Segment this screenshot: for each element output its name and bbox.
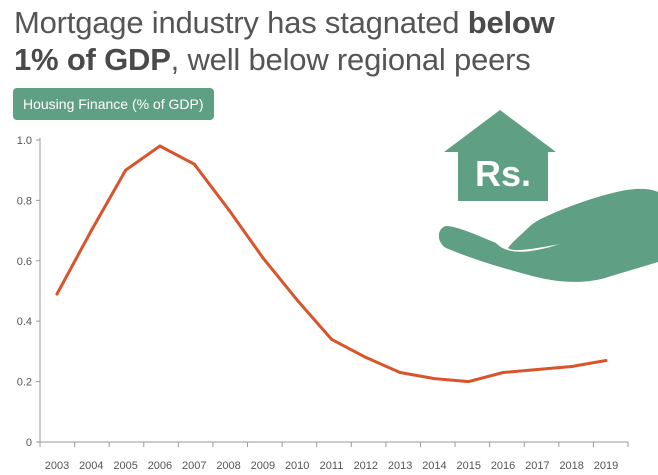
- data-point: [432, 377, 436, 381]
- data-point: [330, 337, 333, 341]
- x-tick-label: 2007: [182, 460, 206, 472]
- x-tick-label: 2004: [79, 460, 103, 472]
- y-tick-label: 0: [26, 437, 32, 449]
- x-tick-label: 2008: [216, 460, 240, 472]
- x-tick-label: 2005: [113, 460, 137, 472]
- chart-axes: [39, 138, 628, 443]
- x-tick-label: 2010: [285, 460, 309, 472]
- x-axis-ticks: 2003 2004 2005 2006 2007 2008 2009 2010 2011 2012…: [39, 442, 629, 472]
- data-point: [398, 371, 402, 375]
- data-point: [535, 368, 539, 372]
- data-point: [604, 358, 608, 362]
- data-point: [570, 365, 574, 368]
- data-point: [261, 256, 265, 260]
- x-tick-label: 2009: [251, 460, 275, 472]
- y-axis-ticks: 0 0.2 0.4 0.6 0.8 1.0: [17, 135, 40, 449]
- x-tick-label: 2018: [559, 460, 583, 472]
- y-tick-label: 0.2: [17, 377, 32, 389]
- headline-text-2: , well below regional peers: [170, 42, 531, 77]
- data-point: [89, 229, 93, 233]
- x-tick-label: 2006: [148, 460, 172, 472]
- hand-icon: [438, 188, 658, 282]
- x-tick-label: 2019: [594, 460, 618, 472]
- data-point: [124, 168, 128, 172]
- x-tick-label: 2011: [320, 460, 344, 472]
- x-tick-label: 2012: [354, 460, 378, 472]
- y-tick-label: 0.4: [17, 316, 32, 328]
- currency-label: Rs.: [475, 153, 531, 194]
- x-tick-label: 2016: [491, 460, 515, 472]
- data-point: [55, 292, 59, 296]
- x-tick-label: 2014: [422, 460, 446, 472]
- data-point: [364, 355, 368, 359]
- series-points: [55, 144, 608, 384]
- y-tick-label: 0.8: [17, 195, 32, 207]
- x-tick-label: 2003: [45, 460, 69, 472]
- data-point: [295, 298, 299, 302]
- x-tick-label: 2017: [525, 460, 549, 472]
- x-tick-label: 2013: [388, 460, 412, 472]
- chart-headline: Mortgage industry has stagnated below 1% …: [14, 4, 644, 78]
- y-tick-label: 1.0: [17, 135, 32, 147]
- house-in-hand-icon: Rs.: [438, 110, 658, 282]
- house-icon: [444, 110, 556, 201]
- x-tick-label: 2015: [457, 460, 481, 472]
- headline-text-1: Mortgage industry has stagnated: [14, 5, 468, 40]
- data-point: [467, 380, 471, 384]
- data-point: [192, 162, 196, 166]
- data-point: [501, 371, 505, 375]
- y-tick-label: 0.6: [17, 256, 32, 268]
- data-point: [158, 144, 162, 148]
- headline-bold-2: 1% of GDP: [14, 42, 171, 77]
- data-point: [227, 207, 231, 211]
- headline-bold-1: below: [467, 5, 555, 40]
- series-label-badge: Housing Finance (% of GDP): [13, 88, 214, 120]
